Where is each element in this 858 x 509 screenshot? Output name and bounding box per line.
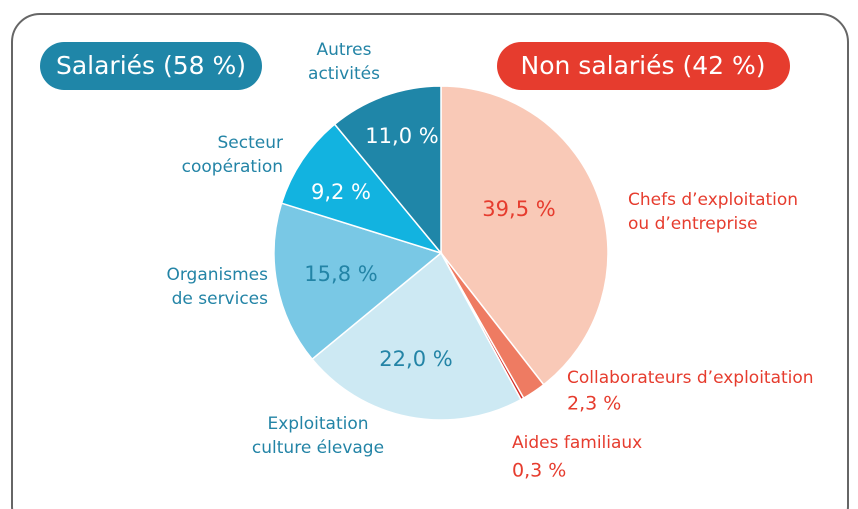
- category-label: Exploitation culture élevage: [252, 414, 384, 458]
- group-label: Salariés (58 %): [56, 51, 246, 80]
- value-label: 2,3 %: [567, 393, 621, 415]
- pie-slice: [333, 85, 442, 256]
- category-label: Autres activités: [308, 40, 380, 84]
- category-label: Organismes de services: [166, 265, 268, 309]
- group-badge: [40, 42, 262, 90]
- value-label: 39,5 %: [482, 197, 555, 221]
- value-label: 15,8 %: [304, 262, 377, 286]
- pie-slice: [280, 123, 444, 255]
- pie-slice: [440, 85, 609, 386]
- category-label: Aides familiaux: [512, 433, 642, 453]
- pie-slice: [311, 251, 522, 421]
- pie-slice: [273, 202, 443, 361]
- group-label: Non salariés (42 %): [521, 51, 766, 80]
- value-label: 22,0 %: [379, 347, 452, 371]
- category-label: Secteur coopération: [182, 133, 283, 177]
- value-label: 11,0 %: [365, 124, 438, 148]
- group-badge: [497, 42, 790, 90]
- category-label: Chefs d’exploitation ou d’entreprise: [628, 190, 798, 234]
- value-label: 9,2 %: [311, 180, 371, 204]
- category-label: Collaborateurs d’exploitation: [567, 368, 814, 388]
- value-label: 0,3 %: [512, 460, 566, 482]
